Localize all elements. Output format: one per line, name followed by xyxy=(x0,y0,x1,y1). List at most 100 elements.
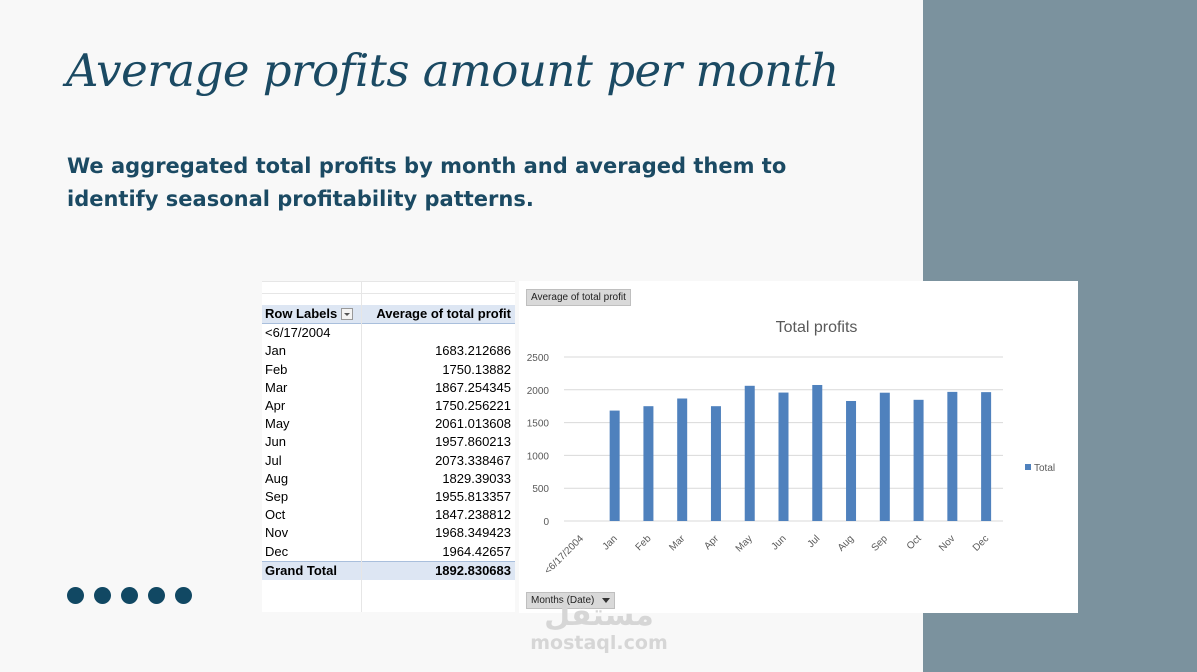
pivot-row-value[interactable]: 2061.013608 xyxy=(435,416,511,432)
pivot-row-value[interactable]: 1867.254345 xyxy=(435,379,511,395)
watermark-latin: mostaql.com xyxy=(530,632,668,654)
pivot-row: Apr 1750.256221 xyxy=(262,397,515,415)
pivot-row-value[interactable]: 1957.860213 xyxy=(435,434,511,450)
legend-swatch xyxy=(1025,464,1031,470)
x-tick-label: Jun xyxy=(769,533,788,552)
grid-line xyxy=(361,281,362,612)
x-tick-label: May xyxy=(734,533,755,554)
bar-jun xyxy=(778,392,789,521)
slide-dot xyxy=(67,587,84,604)
filter-dropdown-icon[interactable] xyxy=(341,307,354,320)
slide-dot xyxy=(148,587,165,604)
grid-line xyxy=(262,293,515,294)
chart-title: Total profits xyxy=(776,319,858,336)
dropdown-arrow-icon xyxy=(602,597,611,603)
pivot-row-value[interactable]: 1968.349423 xyxy=(435,525,511,541)
bar-feb xyxy=(643,406,654,521)
x-tick-label: Feb xyxy=(634,533,654,553)
watermark-arabic: مستقل xyxy=(544,598,654,633)
pivot-chart[interactable]: Total profits 0 500 1000 1500 2000 2500 <6/17/2… xyxy=(519,281,1078,613)
pivot-row-label[interactable]: Feb xyxy=(265,361,288,377)
x-tick-label: Aug xyxy=(836,533,856,553)
bar-dec xyxy=(981,392,992,521)
y-tick-label: 1000 xyxy=(527,451,550,462)
pivot-row-value[interactable]: 1750.13882 xyxy=(442,361,511,377)
pivot-row: May 2061.013608 xyxy=(262,415,515,433)
pivot-row: Sep 1955.813357 xyxy=(262,488,515,506)
pivot-row: Mar 1867.254345 xyxy=(262,379,515,397)
pivot-row-value[interactable]: 1683.212686 xyxy=(435,343,511,359)
x-tick-label: <6/17/2004 xyxy=(543,533,587,577)
slide-dot xyxy=(175,587,192,604)
y-tick-label: 2000 xyxy=(527,386,550,397)
pivot-table: Row Labels Average of total profit <6/17… xyxy=(262,281,515,612)
grand-total-value[interactable]: 1892.830683 xyxy=(361,560,515,581)
pivot-row-label[interactable]: Dec xyxy=(265,543,289,559)
pivot-row-value[interactable]: 1847.238812 xyxy=(435,507,511,523)
pivot-row-value[interactable]: 1955.813357 xyxy=(435,489,511,505)
axis-field-button-label: Months (Date) xyxy=(531,595,595,606)
y-tick-label: 0 xyxy=(543,517,549,528)
grand-total-row: Grand Total 1892.830683 xyxy=(262,560,515,581)
pivot-row-label[interactable]: <6/17/2004 xyxy=(265,325,331,341)
pivot-row-value[interactable]: 1829.39033 xyxy=(442,470,511,486)
pivot-row-label[interactable]: Apr xyxy=(265,398,286,414)
pivot-row: Jul 2073.338467 xyxy=(262,452,515,470)
slide-dot xyxy=(94,587,111,604)
pivot-row-label[interactable]: May xyxy=(265,416,290,432)
grid-line xyxy=(262,281,515,282)
bar-sep xyxy=(879,392,890,521)
pivot-row-value[interactable]: 1964.42657 xyxy=(442,543,511,559)
slide-dots xyxy=(67,587,192,604)
bar-oct xyxy=(913,399,924,521)
pivot-row-value[interactable]: 2073.338467 xyxy=(435,452,511,468)
x-tick-label: Apr xyxy=(702,533,721,552)
row-labels-header[interactable]: Row Labels xyxy=(262,305,361,325)
watermark-logo: مستقل mostaql.com xyxy=(526,598,672,655)
y-tick-label: 1500 xyxy=(527,419,550,430)
pivot-row: Jun 1957.860213 xyxy=(262,433,515,451)
x-tick-label: Sep xyxy=(870,533,891,554)
axis-field-button[interactable]: Months (Date) xyxy=(526,592,616,609)
x-tick-label: Jan xyxy=(601,533,620,552)
pivot-header-row: Row Labels Average of total profit xyxy=(262,305,515,325)
pivot-body: <6/17/2004 Jan 1683.212686 Feb 1750.13882 Mar… xyxy=(262,324,515,562)
x-tick-label: Oct xyxy=(905,533,924,552)
row-labels-header-text: Row Labels xyxy=(265,306,338,321)
values-field-button[interactable]: Average of total profit xyxy=(526,289,631,306)
y-tick-label: 500 xyxy=(532,484,549,495)
grand-total-label[interactable]: Grand Total xyxy=(262,560,361,581)
bar-jan xyxy=(609,410,620,521)
pivot-row-label[interactable]: Oct xyxy=(265,507,286,523)
pivot-row-label[interactable]: Jan xyxy=(265,343,286,359)
pivot-row-label[interactable]: Sep xyxy=(265,489,289,505)
slide-subtitle: We aggregated total profits by month and… xyxy=(67,154,787,211)
pivot-row-label[interactable]: Jul xyxy=(265,452,282,468)
pivot-row: Feb 1750.13882 xyxy=(262,361,515,379)
values-header[interactable]: Average of total profit xyxy=(361,305,515,325)
slide-dot xyxy=(121,587,138,604)
pivot-row: Dec 1964.42657 xyxy=(262,543,515,562)
pivot-row-label[interactable]: Nov xyxy=(265,525,289,541)
pivot-row: Oct 1847.238812 xyxy=(262,506,515,524)
pivot-row-value[interactable] xyxy=(361,324,515,343)
pivot-row: Jan 1683.212686 xyxy=(262,342,515,360)
legend-label: Total xyxy=(1034,463,1055,474)
pivot-row-label[interactable]: Mar xyxy=(265,379,288,395)
slide-title: Average profits amount per month xyxy=(66,44,839,97)
pivot-row-label[interactable]: Aug xyxy=(265,470,289,486)
y-tick-label: 2500 xyxy=(527,353,550,364)
bar-mar xyxy=(677,398,688,521)
x-tick-label: Mar xyxy=(667,533,687,553)
pivot-row: Aug 1829.39033 xyxy=(262,470,515,488)
x-tick-label: Jul xyxy=(806,533,823,550)
pivot-row-value[interactable]: 1750.256221 xyxy=(435,398,511,414)
pivot-row-label[interactable]: Jun xyxy=(265,434,286,450)
bar-nov xyxy=(947,391,958,521)
chart-canvas: Total profits 0 500 1000 1500 2000 2500 <6/17/2… xyxy=(527,319,1055,577)
x-tick-label: Nov xyxy=(937,533,957,553)
pivot-row: <6/17/2004 xyxy=(262,324,515,343)
pivot-row: Nov 1968.349423 xyxy=(262,524,515,542)
pivot-grid: Row Labels Average of total profit <6/17… xyxy=(262,305,515,581)
bar-aug xyxy=(846,400,857,521)
